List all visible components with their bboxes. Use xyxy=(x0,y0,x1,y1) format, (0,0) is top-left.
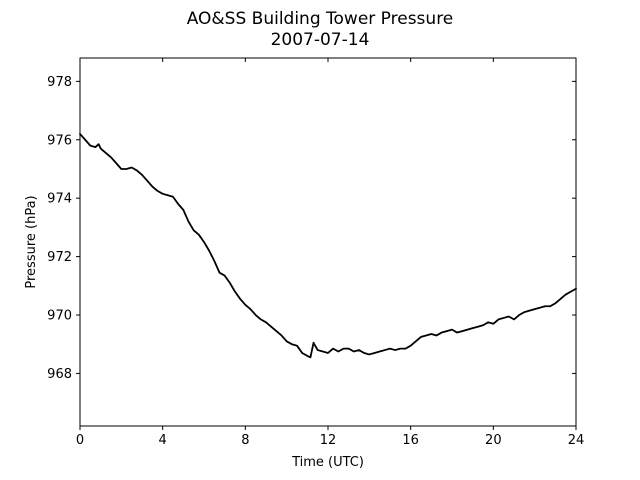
x-tick-label: 24 xyxy=(568,433,585,448)
y-tick-label: 968 xyxy=(47,367,72,382)
chart-title: AO&SS Building Tower Pressure xyxy=(187,9,454,29)
x-tick-label: 16 xyxy=(402,433,419,448)
chart-subtitle: 2007-07-14 xyxy=(271,30,370,50)
plot-area: 0 4 8 12 16 20 24 968 970 972 974 976 978 xyxy=(47,58,584,448)
y-tick-label: 974 xyxy=(47,192,72,207)
x-tick-label: 12 xyxy=(320,433,337,448)
y-axis-label: Pressure (hPa) xyxy=(24,195,39,288)
y-tick-label: 976 xyxy=(47,133,72,148)
x-tick-label: 4 xyxy=(159,433,167,448)
x-axis-label: Time (UTC) xyxy=(291,455,364,470)
x-tick-label: 0 xyxy=(76,433,84,448)
y-tick-label: 978 xyxy=(47,75,72,90)
pressure-series-line xyxy=(79,133,577,359)
y-tick-label: 970 xyxy=(47,309,72,324)
x-tick-label: 20 xyxy=(485,433,502,448)
y-tick-label: 972 xyxy=(47,250,72,265)
x-tick-label: 8 xyxy=(241,433,249,448)
plot-frame xyxy=(79,57,577,427)
